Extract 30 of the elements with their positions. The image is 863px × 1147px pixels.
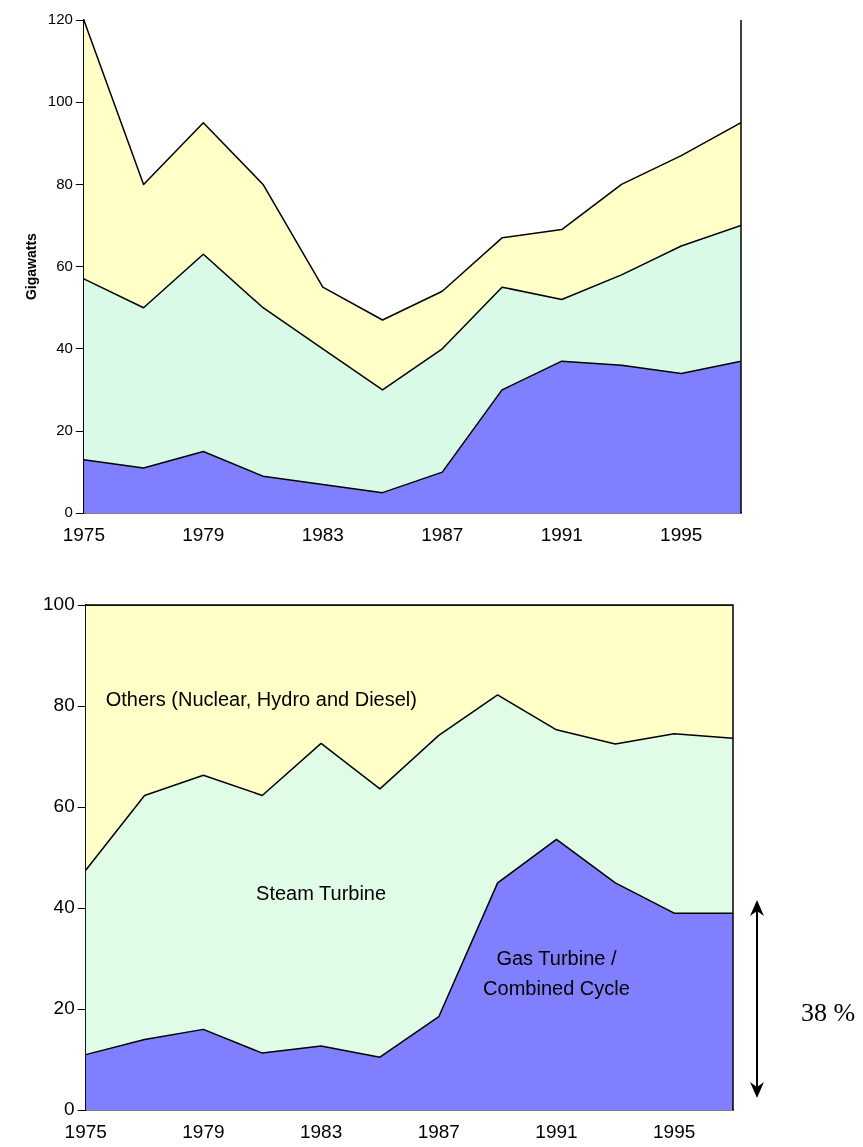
y-tick-label: 20 bbox=[56, 421, 73, 439]
x-tick-label: 1979 bbox=[182, 523, 225, 545]
y-tick-label: 120 bbox=[47, 10, 73, 28]
x-tick-label: 1975 bbox=[64, 1120, 107, 1142]
x-tick-label: 1979 bbox=[182, 1120, 225, 1142]
y-tick-label: 60 bbox=[56, 256, 73, 274]
x-tick-label: 1983 bbox=[299, 1120, 343, 1142]
x-tick-label: 1995 bbox=[660, 523, 703, 545]
y-tick-label: 80 bbox=[56, 174, 73, 192]
y-tick-label: 40 bbox=[56, 338, 73, 356]
x-tick-label: 1987 bbox=[417, 1120, 460, 1142]
y-tick-label: 0 bbox=[64, 1098, 75, 1120]
text: 38 % bbox=[801, 998, 856, 1028]
series-label: Others (Nuclear, Hydro and Diesel) bbox=[105, 687, 417, 710]
y-tick-label: 100 bbox=[47, 92, 73, 110]
x-tick-label: 1975 bbox=[62, 523, 105, 545]
y-axis-title: Gigawatts bbox=[23, 232, 40, 301]
series-label: Gas Turbine / Combined Cycle bbox=[483, 947, 630, 1000]
series-label: Steam Turbine bbox=[256, 882, 387, 905]
y-tick-label: 80 bbox=[53, 694, 75, 716]
y-tick-label: 20 bbox=[53, 997, 75, 1019]
y-tick-label: 60 bbox=[53, 795, 75, 817]
x-tick-label: 1991 bbox=[535, 1120, 578, 1142]
x-tick-label: 1995 bbox=[653, 1120, 696, 1142]
x-tick-label: 1983 bbox=[301, 523, 344, 545]
x-tick-label: 1991 bbox=[540, 523, 583, 545]
y-tick-label: 0 bbox=[64, 503, 73, 521]
x-tick-label: 1987 bbox=[421, 523, 464, 545]
y-tick-label: 40 bbox=[53, 896, 75, 918]
y-tick-label: 100 bbox=[43, 593, 75, 615]
